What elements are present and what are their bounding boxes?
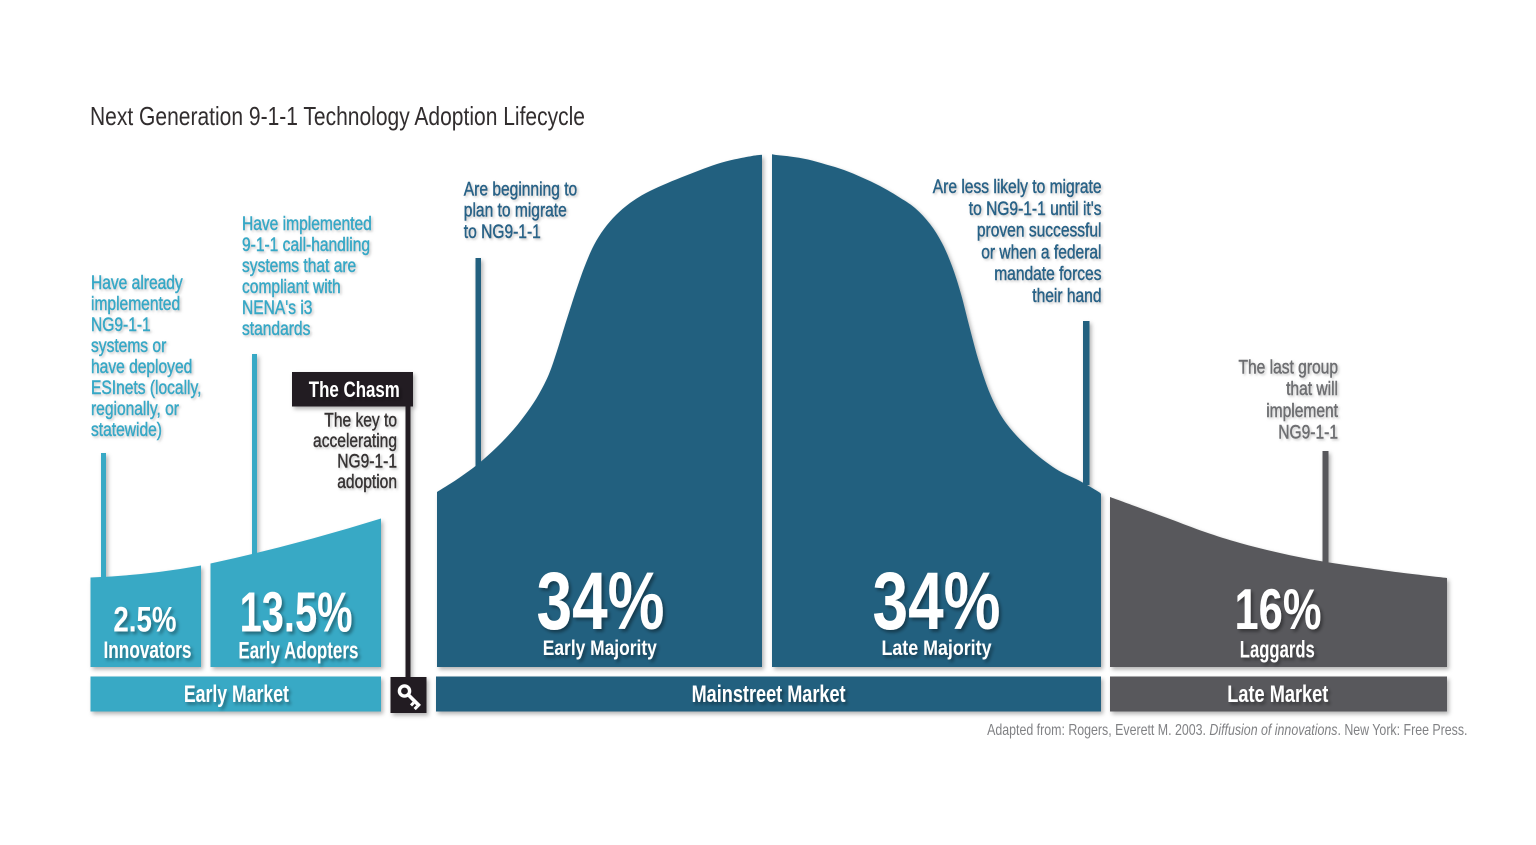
svg-text:implemented: implemented <box>91 293 180 315</box>
svg-text:Late Majority: Late Majority <box>882 636 992 660</box>
svg-text:accelerating: accelerating <box>313 430 397 452</box>
svg-text:13.5%: 13.5% <box>240 581 353 644</box>
svg-text:16%: 16% <box>1235 578 1322 642</box>
svg-text:their hand: their hand <box>1032 285 1101 307</box>
svg-text:statewide): statewide) <box>91 419 162 441</box>
svg-text:or when a federal: or when a federal <box>981 241 1101 263</box>
svg-text:regionally, or: regionally, or <box>91 398 179 420</box>
svg-text:NG9-1-1: NG9-1-1 <box>337 450 397 472</box>
svg-text:Mainstreet Market: Mainstreet Market <box>692 681 846 708</box>
svg-text:Next Generation 9-1-1 Technolo: Next Generation 9-1-1 Technology Adoptio… <box>90 101 585 131</box>
svg-text:implement: implement <box>1266 400 1338 422</box>
svg-text:NG9-1-1: NG9-1-1 <box>91 314 151 336</box>
svg-text:systems or: systems or <box>91 335 166 357</box>
svg-text:Adapted from: Rogers, Everett: Adapted from: Rogers, Everett M. 2003. D… <box>987 721 1467 739</box>
svg-text:Late Market: Late Market <box>1227 681 1328 708</box>
svg-text:plan to migrate: plan to migrate <box>464 199 567 221</box>
svg-text:34%: 34% <box>873 556 1001 647</box>
svg-text:34%: 34% <box>537 556 665 647</box>
svg-text:The last group: The last group <box>1238 356 1338 378</box>
svg-text:NENA's i3: NENA's i3 <box>242 297 312 319</box>
svg-text:Have implemented: Have implemented <box>242 213 372 235</box>
svg-text:adoption: adoption <box>337 471 397 493</box>
svg-text:Innovators: Innovators <box>104 637 192 664</box>
svg-text:mandate forces: mandate forces <box>994 263 1102 285</box>
svg-text:The Chasm: The Chasm <box>309 377 400 402</box>
svg-text:Laggards: Laggards <box>1240 637 1315 664</box>
svg-text:Early Adopters: Early Adopters <box>238 638 358 665</box>
svg-text:Early Majority: Early Majority <box>543 636 657 660</box>
svg-text:The key to: The key to <box>324 409 397 431</box>
svg-text:Are beginning to: Are beginning to <box>464 178 577 200</box>
svg-text:2.5%: 2.5% <box>113 601 176 640</box>
svg-text:Are less likely to migrate: Are less likely to migrate <box>933 176 1102 198</box>
svg-text:to NG9-1-1 until it's: to NG9-1-1 until it's <box>969 197 1102 219</box>
svg-text:NG9-1-1: NG9-1-1 <box>1278 421 1338 443</box>
svg-text:standards: standards <box>242 318 311 340</box>
svg-text:to NG9-1-1: to NG9-1-1 <box>464 220 541 242</box>
svg-text:compliant with: compliant with <box>242 276 341 298</box>
svg-text:systems that are: systems that are <box>242 255 356 277</box>
svg-text:9-1-1 call-handling: 9-1-1 call-handling <box>242 234 370 256</box>
svg-text:Have already: Have already <box>91 272 183 294</box>
svg-text:have deployed: have deployed <box>91 356 192 378</box>
svg-text:ESInets (locally,: ESInets (locally, <box>91 377 201 399</box>
svg-text:proven successful: proven successful <box>977 219 1102 241</box>
svg-text:that will: that will <box>1286 378 1338 400</box>
svg-text:Early Market: Early Market <box>184 681 289 708</box>
